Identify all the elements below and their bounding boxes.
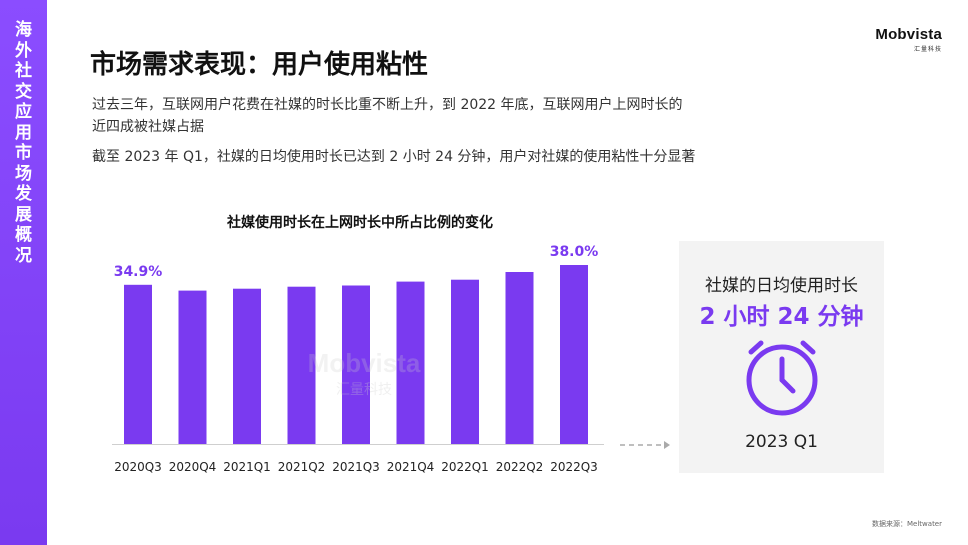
clock-icon (746, 340, 818, 416)
source-note: 数据来源：Meltwater (872, 520, 942, 528)
x-tick-label: 2021Q1 (223, 460, 271, 474)
bar-2022Q3 (560, 265, 588, 444)
daily-usage-card: 社媒的日均使用时长 2 小时 24 分钟 2023 Q1 (679, 241, 884, 473)
x-tick-label: 2022Q3 (550, 460, 598, 474)
arrow-icon (620, 441, 670, 449)
watermark-text: Mobvista (308, 348, 421, 378)
paragraph-1-line-1: 过去三年，互联网用户花费在社媒的时长比重不断上升，到 2022 年底，互联网用户… (92, 97, 683, 113)
x-tick-label: 2020Q3 (114, 460, 162, 474)
data-label: 34.9% (114, 264, 163, 280)
data-label: 38.0% (550, 244, 599, 260)
brand-logo: Mobvista 汇量科技 (875, 26, 942, 53)
bar-2021Q3 (342, 285, 370, 444)
sidebar: 海外社交应用市场发展概况 (0, 0, 47, 545)
logo-subtext: 汇量科技 (913, 46, 942, 53)
x-tick-label: 2020Q4 (169, 460, 217, 474)
x-tick-label: 2022Q1 (441, 460, 489, 474)
watermark-subtext: 汇量科技 (336, 382, 392, 398)
bar-2022Q2 (505, 272, 534, 444)
bar-2021Q1 (233, 288, 261, 444)
x-tick-label: 2021Q2 (278, 460, 326, 474)
bar-2021Q2 (287, 286, 316, 444)
x-tick-label: 2022Q2 (496, 460, 544, 474)
card-label: 社媒的日均使用时长 (705, 276, 858, 296)
logo-text: Mobvista (875, 26, 942, 43)
paragraph-2: 截至 2023 年 Q1，社媒的日均使用时长已达到 2 小时 24 分钟，用户对… (92, 149, 696, 165)
bar-2022Q1 (451, 279, 479, 444)
bar-2021Q4 (396, 281, 425, 444)
bar-2020Q3 (124, 284, 152, 444)
paragraph-1-line-2: 近四成被社媒占据 (92, 119, 204, 135)
bar-2020Q4 (178, 290, 207, 444)
card-value: 2 小时 24 分钟 (699, 304, 864, 330)
x-tick-label: 2021Q4 (387, 460, 435, 474)
sidebar-title: 海外社交应用市场发展概况 (15, 20, 32, 266)
x-tick-label: 2021Q3 (332, 460, 380, 474)
page-title: 市场需求表现：用户使用粘性 (90, 50, 429, 80)
chart-title: 社媒使用时长在上网时长中所占比例的变化 (227, 215, 493, 231)
card-date: 2023 Q1 (745, 432, 818, 452)
